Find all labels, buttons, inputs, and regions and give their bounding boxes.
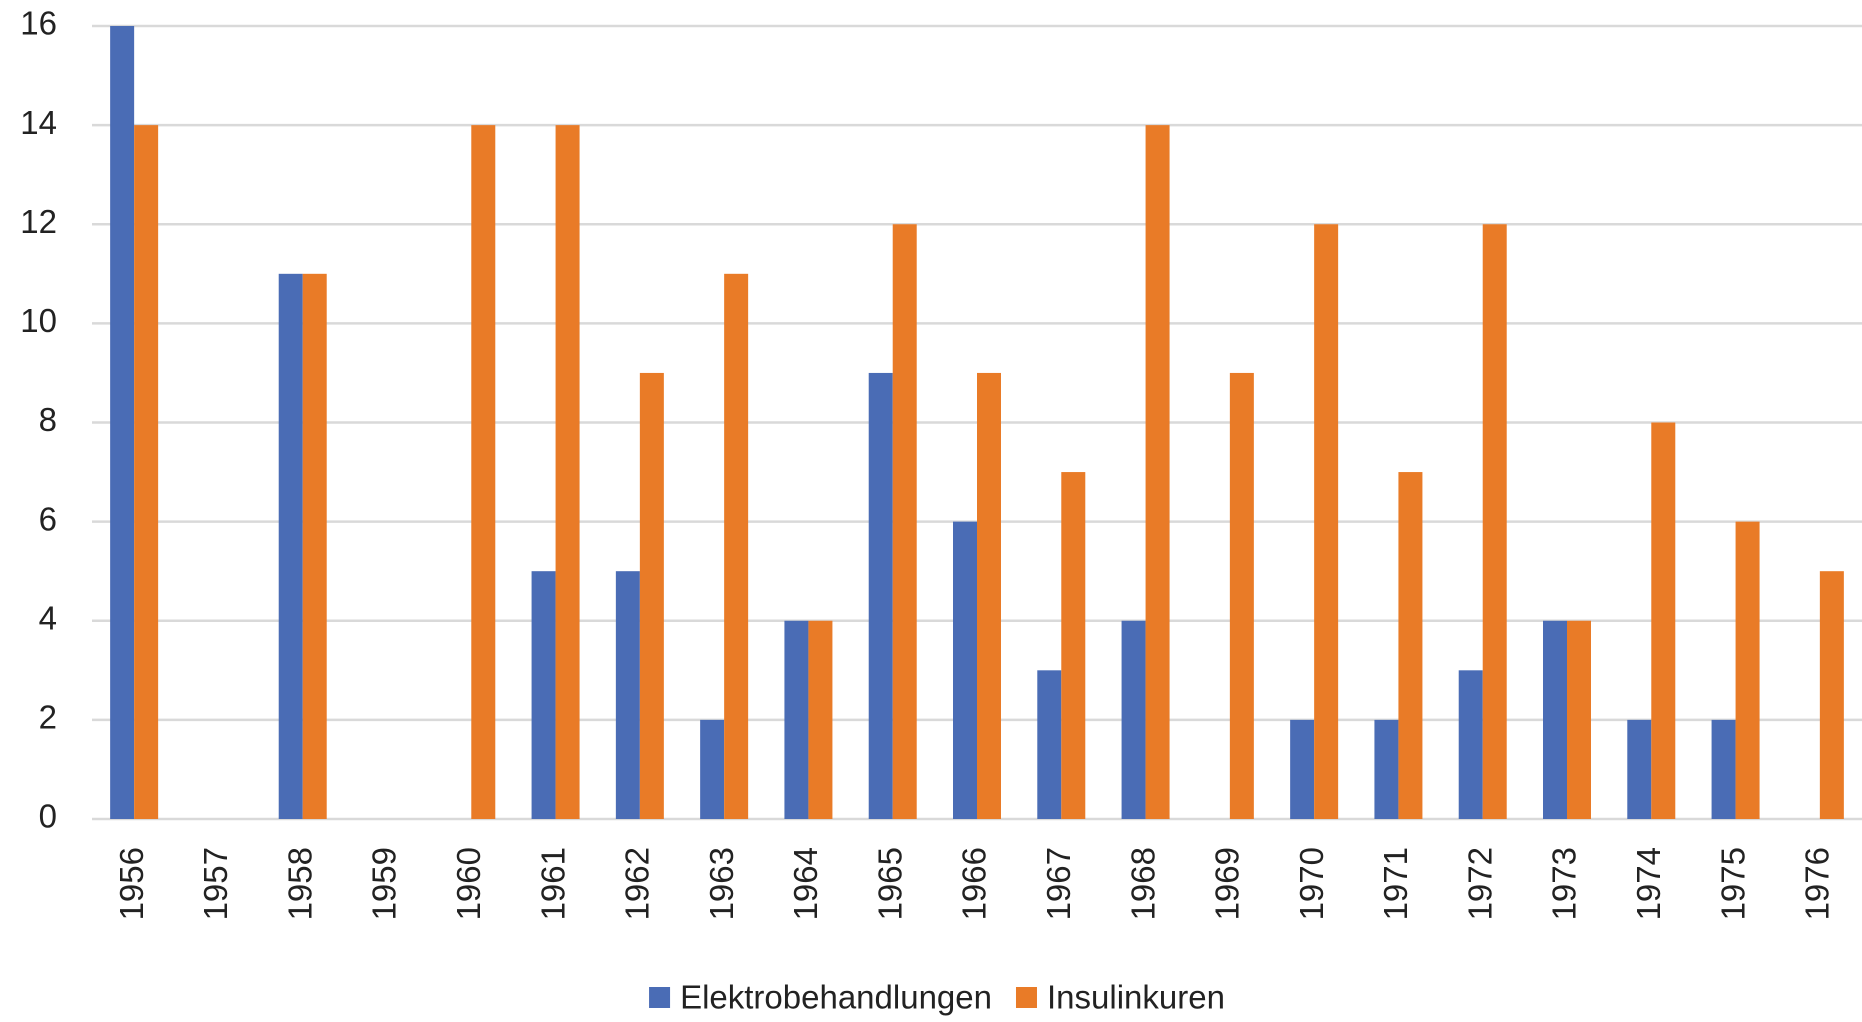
x-tick-label: 1960 <box>450 847 487 920</box>
bar <box>134 125 159 819</box>
y-tick-label: 2 <box>39 699 57 736</box>
x-tick-label: 1967 <box>1040 847 1077 920</box>
bar <box>1819 571 1844 819</box>
bar <box>471 125 496 819</box>
x-tick-label: 1959 <box>366 847 403 920</box>
y-tick-label: 0 <box>39 798 57 835</box>
y-tick-label: 6 <box>39 500 57 537</box>
bar <box>1543 620 1567 819</box>
bar <box>1037 670 1062 819</box>
x-tick-label: 1976 <box>1799 847 1836 920</box>
bar <box>302 273 327 819</box>
x-tick-label: 1956 <box>113 847 150 920</box>
bar <box>1290 719 1315 819</box>
bar <box>1145 125 1170 819</box>
x-tick-label: 1970 <box>1293 847 1330 920</box>
x-tick-label: 1964 <box>787 847 824 920</box>
bar <box>700 719 725 819</box>
bar <box>1711 719 1736 819</box>
x-tick-label: 1963 <box>703 847 740 920</box>
x-tick-label: 1973 <box>1546 847 1583 920</box>
y-tick-label: 8 <box>39 401 57 438</box>
bar <box>808 620 833 819</box>
bar <box>639 372 664 819</box>
x-tick-label: 1962 <box>619 847 656 920</box>
x-tick-label: 1971 <box>1377 847 1414 920</box>
bar <box>953 521 977 819</box>
y-tick-label: 16 <box>20 5 57 42</box>
x-tick-label: 1966 <box>956 847 993 920</box>
bar <box>1651 422 1676 819</box>
y-tick-label: 10 <box>20 302 57 339</box>
bar <box>1121 620 1146 819</box>
bar <box>977 372 1001 819</box>
y-tick-label: 14 <box>20 104 57 141</box>
bar <box>1314 224 1339 819</box>
bar <box>1458 670 1483 819</box>
bar <box>555 125 580 819</box>
x-tick-label: 1969 <box>1209 847 1246 920</box>
legend-marker <box>1015 987 1037 1008</box>
x-tick-label: 1975 <box>1714 847 1751 920</box>
x-tick-label: 1968 <box>1124 847 1161 920</box>
bar <box>615 571 640 819</box>
bar <box>1061 472 1086 819</box>
y-tick-label: 4 <box>39 599 57 636</box>
x-tick-label: 1958 <box>281 847 318 920</box>
bar <box>1567 620 1591 819</box>
bar <box>1627 719 1652 819</box>
bar <box>531 571 556 819</box>
x-tick-label: 1974 <box>1630 847 1667 920</box>
bar <box>1229 372 1254 819</box>
legend-label: Insulinkuren <box>1047 979 1225 1016</box>
bar <box>868 372 893 819</box>
x-tick-label: 1957 <box>197 847 234 920</box>
y-tick-label: 12 <box>20 203 57 240</box>
bar <box>892 224 917 819</box>
bar <box>110 26 135 819</box>
bar <box>1374 719 1399 819</box>
bar <box>1398 472 1423 819</box>
bar <box>278 273 303 819</box>
legend-marker <box>649 987 671 1008</box>
x-tick-label: 1972 <box>1461 847 1498 920</box>
x-tick-label: 1965 <box>871 847 908 920</box>
legend-label: Elektrobehandlungen <box>680 979 992 1016</box>
bar <box>1735 521 1760 819</box>
bar <box>784 620 809 819</box>
x-tick-label: 1961 <box>534 847 571 920</box>
bar <box>724 273 749 819</box>
bar <box>1482 224 1507 819</box>
